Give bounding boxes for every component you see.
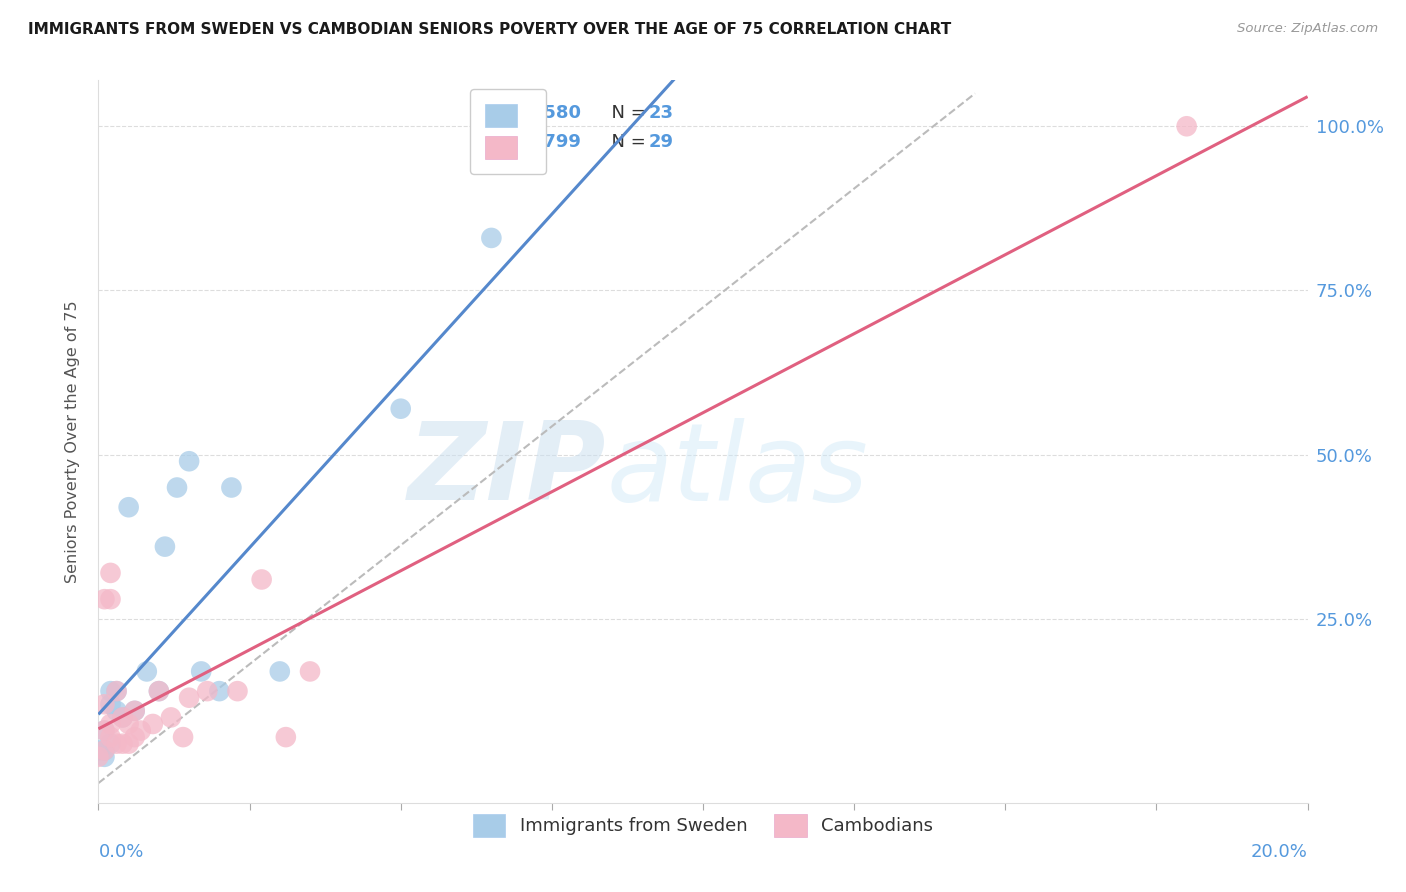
Point: [111, 737, 134, 751]
Text: 0.0%: 0.0%: [98, 843, 143, 861]
Y-axis label: Seniors Poverty Over the Age of 75: Seniors Poverty Over the Age of 75: [65, 301, 80, 582]
Text: 20.0%: 20.0%: [1251, 843, 1308, 861]
Point: [190, 665, 212, 679]
Point: [481, 231, 503, 245]
Point: [250, 573, 273, 587]
Point: [100, 737, 122, 751]
Point: [105, 684, 128, 698]
Point: [179, 690, 201, 705]
Text: N =: N =: [600, 103, 652, 122]
Text: N =: N =: [600, 133, 652, 151]
Point: [118, 500, 141, 515]
Point: [129, 723, 152, 738]
Point: [160, 710, 183, 724]
Point: [124, 704, 146, 718]
Point: [93, 592, 115, 607]
Text: R =: R =: [479, 103, 519, 122]
Point: [105, 737, 128, 751]
Text: R =: R =: [479, 133, 519, 151]
Point: [93, 743, 115, 757]
Point: [105, 704, 128, 718]
Point: [1175, 120, 1198, 134]
Text: 0.580: 0.580: [524, 103, 581, 122]
Text: 29: 29: [648, 133, 673, 151]
Point: [226, 684, 249, 698]
Point: [87, 743, 110, 757]
Point: [100, 566, 122, 580]
Point: [153, 540, 176, 554]
Point: [100, 592, 122, 607]
Point: [93, 723, 115, 738]
Point: [93, 743, 115, 757]
Point: [142, 717, 165, 731]
Point: [389, 401, 412, 416]
Point: [100, 730, 122, 744]
Point: [124, 704, 146, 718]
Text: ZIP: ZIP: [408, 417, 606, 524]
Point: [124, 730, 146, 744]
Point: [269, 665, 291, 679]
Point: [274, 730, 297, 744]
Point: [148, 684, 170, 698]
Point: [100, 717, 122, 731]
Point: [172, 730, 194, 744]
Point: [87, 749, 110, 764]
Point: [221, 481, 243, 495]
Point: [148, 684, 170, 698]
Point: [179, 454, 201, 468]
Point: [299, 665, 322, 679]
Point: [135, 665, 157, 679]
Point: [100, 698, 122, 712]
Point: [93, 749, 115, 764]
Point: [105, 684, 128, 698]
Point: [195, 684, 218, 698]
Point: [100, 684, 122, 698]
Point: [208, 684, 231, 698]
Point: [111, 710, 134, 724]
Text: 23: 23: [648, 103, 673, 122]
Point: [93, 723, 115, 738]
Text: Source: ZipAtlas.com: Source: ZipAtlas.com: [1237, 22, 1378, 36]
Point: [118, 737, 141, 751]
Text: IMMIGRANTS FROM SWEDEN VS CAMBODIAN SENIORS POVERTY OVER THE AGE OF 75 CORRELATI: IMMIGRANTS FROM SWEDEN VS CAMBODIAN SENI…: [28, 22, 952, 37]
Point: [166, 481, 188, 495]
Text: atlas: atlas: [606, 418, 868, 523]
Point: [93, 698, 115, 712]
Text: 0.799: 0.799: [524, 133, 581, 151]
Point: [111, 710, 134, 724]
Point: [118, 717, 141, 731]
Legend: Immigrants from Sweden, Cambodians: Immigrants from Sweden, Cambodians: [458, 799, 948, 852]
